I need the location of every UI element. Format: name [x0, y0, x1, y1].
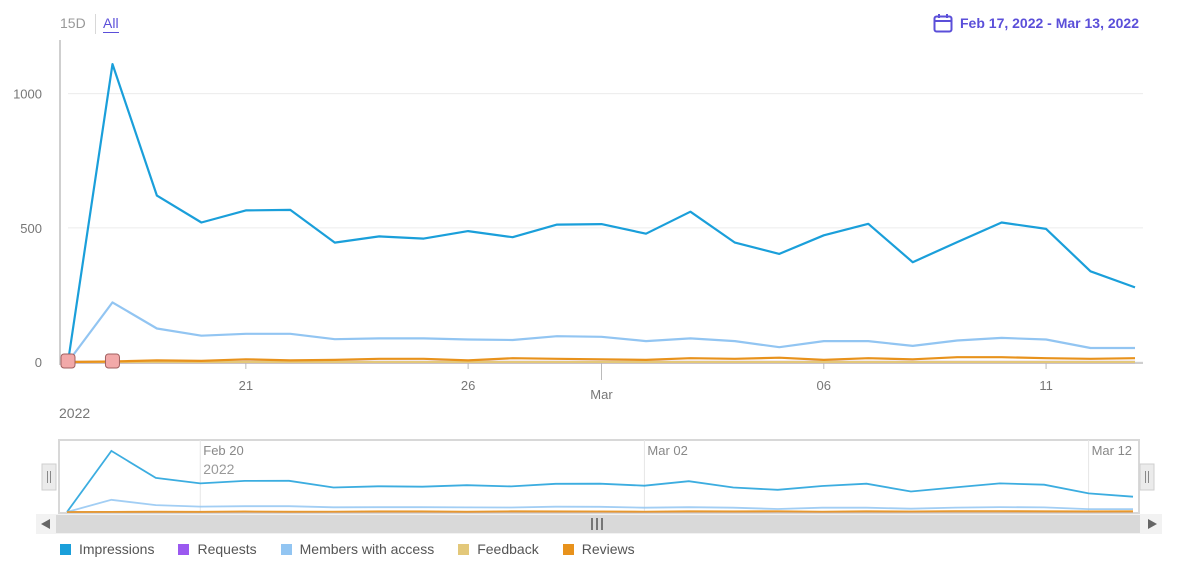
legend-label: Impressions — [79, 541, 155, 557]
legend-label: Members with access — [299, 541, 435, 557]
legend-swatch — [562, 543, 574, 555]
series-line-members-with-access — [67, 301, 1135, 363]
navigator-tick-label: Feb 20 — [203, 443, 243, 458]
legend-item-members[interactable]: Members with access — [280, 541, 435, 557]
legend-swatch — [178, 543, 190, 555]
x-tick-label: 26 — [461, 378, 475, 393]
event-marker — [104, 353, 120, 369]
legend-swatch — [60, 543, 71, 555]
legend-item-requests[interactable]: Requests — [178, 541, 257, 557]
scroll-right-arrow-icon[interactable] — [1148, 519, 1157, 529]
x-tick-label: 21 — [239, 378, 253, 393]
navigator-frame — [58, 439, 1140, 514]
navigator-tick-label: Mar 12 — [1092, 443, 1132, 458]
navigator-handle-right[interactable] — [1139, 463, 1155, 491]
navigator-series-line — [66, 449, 1134, 513]
legend-item-feedback[interactable]: Feedback — [458, 541, 539, 557]
calendar-icon — [933, 14, 953, 33]
y-tick-label: 500 — [20, 221, 42, 236]
range-all-button[interactable]: All — [103, 15, 119, 33]
scroll-left-arrow-icon[interactable] — [41, 519, 50, 529]
scrollbar-thumb[interactable] — [56, 515, 1140, 533]
legend-swatch — [458, 543, 470, 555]
date-range-picker[interactable]: Feb 17, 2022 - Mar 13, 2022 — [933, 13, 1139, 33]
navigator-series-line — [66, 498, 1133, 513]
year-label: 2022 — [59, 405, 90, 421]
y-tick-label: 1000 — [13, 87, 42, 102]
legend-label: Feedback — [477, 541, 539, 557]
series-line-reviews — [67, 356, 1136, 364]
legend-label: Requests — [197, 541, 257, 557]
line-chart: 0 500 1000 21 26 Mar 06 11 2022 Feb 20 Mar 02 Mar 1… — [13, 40, 1162, 534]
legend-label: Reviews — [581, 541, 635, 557]
range-separator — [95, 14, 96, 34]
date-range-label: Feb 17, 2022 - Mar 13, 2022 — [960, 15, 1139, 31]
event-marker — [60, 353, 76, 369]
y-tick-label: 0 — [35, 355, 42, 370]
legend-item-impressions[interactable]: Impressions — [60, 541, 154, 557]
range-15d-button[interactable]: 15D — [60, 15, 86, 31]
navigator-handle-left[interactable] — [41, 463, 57, 491]
legend: Impressions Requests Members with access… — [60, 541, 659, 557]
legend-swatch — [280, 543, 292, 555]
legend-item-reviews[interactable]: Reviews — [562, 541, 635, 557]
navigator-year-label: 2022 — [203, 461, 234, 477]
x-tick-label: 11 — [1039, 378, 1053, 393]
navigator-series-line — [66, 510, 1134, 513]
x-tick-label: Mar — [590, 387, 613, 402]
series-line-impressions — [66, 62, 1136, 363]
navigator-tick-label: Mar 02 — [647, 443, 687, 458]
x-tick-label: 06 — [817, 378, 831, 393]
